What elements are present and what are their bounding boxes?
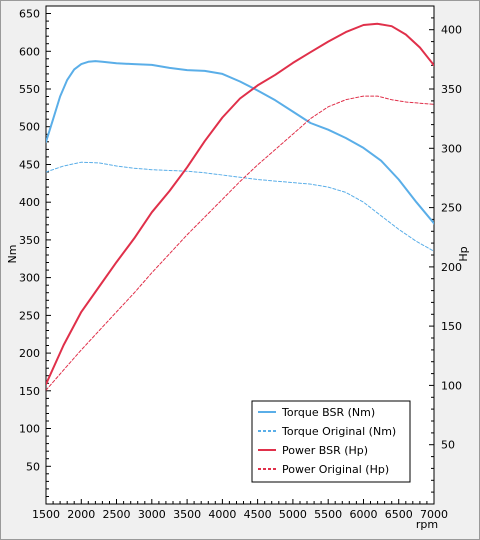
y-tick-label: 150 xyxy=(19,385,40,398)
series-line-2 xyxy=(46,161,434,252)
y2-tick-label: 150 xyxy=(441,320,462,333)
x-tick-label: 2500 xyxy=(103,508,131,521)
y-tick-label: 600 xyxy=(19,45,40,58)
y-tick-label: 400 xyxy=(19,196,40,209)
y-tick-label: 650 xyxy=(19,8,40,21)
y-tick-label: 50 xyxy=(26,460,40,473)
series-line-3 xyxy=(46,22,434,386)
y2-axis-title: Hp xyxy=(457,246,470,261)
legend-label: Power BSR (Hp) xyxy=(282,444,368,457)
y-axis-title: Nm xyxy=(6,245,19,264)
x-tick-label: 6000 xyxy=(349,508,377,521)
series-line-4 xyxy=(46,95,434,391)
legend-label: Power Original (Hp) xyxy=(282,463,389,476)
y-tick-label: 550 xyxy=(19,83,40,96)
x-tick-label: 5000 xyxy=(279,508,307,521)
y2-tick-label: 300 xyxy=(441,142,462,155)
x-tick-label: 3500 xyxy=(173,508,201,521)
legend-label: Torque Original (Nm) xyxy=(281,425,396,438)
x-tick-label: 1500 xyxy=(32,508,60,521)
x-tick-label: 3000 xyxy=(138,508,166,521)
y-tick-label: 300 xyxy=(19,272,40,285)
y2-tick-label: 100 xyxy=(441,379,462,392)
y-tick-label: 200 xyxy=(19,347,40,360)
y-tick-label: 100 xyxy=(19,423,40,436)
legend: Torque BSR (Nm) Torque Original (Nm) Power… xyxy=(251,400,411,483)
y2-tick-label: 250 xyxy=(441,202,462,215)
x-tick-label: 4500 xyxy=(244,508,272,521)
y2-tick-label: 50 xyxy=(441,439,455,452)
y2-tick-label: 400 xyxy=(441,24,462,37)
x-tick-label: 4000 xyxy=(208,508,236,521)
y2-tick-label: 200 xyxy=(441,261,462,274)
x-axis-title: rpm xyxy=(416,518,438,531)
x-tick-label: 2000 xyxy=(67,508,95,521)
y-tick-label: 500 xyxy=(19,121,40,134)
y-tick-label: 450 xyxy=(19,158,40,171)
x-tick-label: 5500 xyxy=(314,508,342,521)
y2-tick-label: 350 xyxy=(441,83,462,96)
x-tick-label: 6500 xyxy=(385,508,413,521)
y-tick-label: 350 xyxy=(19,234,40,247)
legend-label: Torque BSR (Nm) xyxy=(281,406,375,419)
legend-box xyxy=(251,400,411,483)
series-layer xyxy=(46,22,434,391)
x-tick-label: 7000 xyxy=(420,508,448,521)
ticks-layer: 1500 2000 2500 3000 3500 4000 4500 5000 5500 6000… xyxy=(19,8,462,521)
series-line-1 xyxy=(46,60,434,225)
y-tick-label: 250 xyxy=(19,309,40,322)
